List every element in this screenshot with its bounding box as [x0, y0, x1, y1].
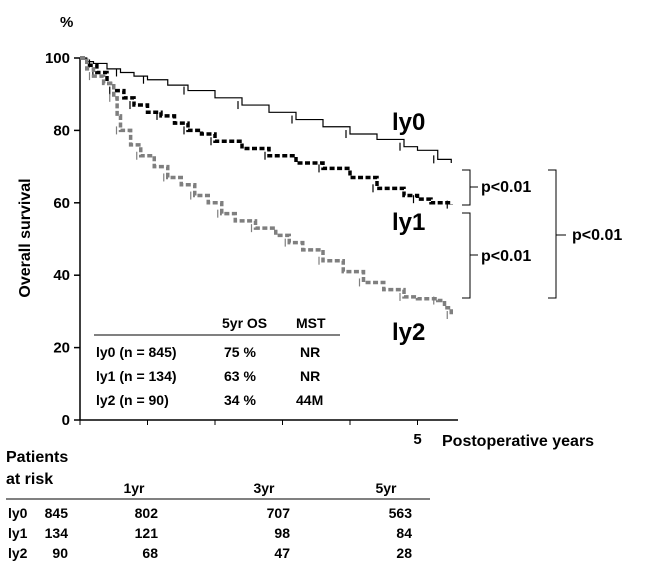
summary-row-ly0-mst: NR	[300, 344, 320, 360]
risk-table: Patients at risk 1yr 3yr 5yr ly0 845 802…	[6, 449, 430, 561]
risk-header-3yr: 3yr	[253, 480, 275, 496]
risk-title-line2: at risk	[6, 471, 53, 488]
y-tick-label: 60	[53, 195, 70, 212]
summary-row-ly2-os: 34 %	[224, 392, 256, 408]
y-axis-label: Overall survival	[17, 178, 34, 297]
summary-row-ly2-mst: 44M	[296, 392, 323, 408]
bracket-ly0-ly2	[548, 169, 557, 299]
summary-row-ly0-label: ly0 (n = 845)	[96, 344, 177, 360]
series-line-ly0	[80, 57, 452, 163]
curve-label-ly0: ly0	[392, 109, 425, 136]
risk-n0-ly1: 134	[45, 525, 69, 541]
risk-1yr-ly1: 121	[135, 525, 159, 541]
y-unit-label: %	[60, 14, 73, 31]
y-tick-label: 20	[53, 340, 70, 357]
summary-row-ly1-label: ly1 (n = 134)	[96, 368, 177, 384]
curve-label-ly2: ly2	[392, 319, 425, 346]
summary-row-ly1-mst: NR	[300, 368, 320, 384]
summary-header-os: 5yr OS	[222, 315, 267, 331]
risk-3yr-ly1: 98	[274, 525, 290, 541]
risk-5yr-ly0: 563	[389, 505, 413, 521]
summary-table: 5yr OS MST ly0 (n = 845) 75 % NR ly1 (n …	[94, 315, 340, 408]
summary-row-ly1-os: 63 %	[224, 368, 256, 384]
pvalue-ly1-ly2: p<0.01	[481, 248, 531, 265]
risk-group-ly1: ly1	[8, 525, 28, 541]
risk-5yr-ly2: 28	[396, 545, 412, 561]
y-tick-label: 80	[53, 122, 70, 139]
censor-marks-ly1	[92, 68, 448, 209]
x-axis-label: Postoperative years	[442, 433, 594, 450]
censor-marks-ly0	[88, 59, 435, 164]
risk-group-ly0: ly0	[8, 505, 28, 521]
y-tick-label: 0	[62, 412, 70, 429]
risk-n0-ly0: 845	[45, 505, 69, 521]
summary-row-ly2-label: ly2 (n = 90)	[96, 392, 169, 408]
series-line-ly2	[80, 56, 453, 316]
x-tick-label: 5	[413, 431, 421, 448]
y-tick-label: 100	[45, 50, 70, 67]
risk-1yr-ly0: 802	[135, 505, 159, 521]
y-tick-label: 40	[53, 267, 70, 284]
summary-header-mst: MST	[296, 315, 326, 331]
censor-marks-ly2	[88, 72, 448, 320]
risk-title-line1: Patients	[6, 449, 68, 466]
bracket-ly1-ly2	[462, 212, 471, 299]
risk-header-5yr: 5yr	[375, 480, 397, 496]
curve-label-ly1: ly1	[392, 209, 425, 236]
risk-header-1yr: 1yr	[123, 480, 145, 496]
risk-5yr-ly1: 84	[396, 525, 412, 541]
risk-1yr-ly2: 68	[142, 545, 158, 561]
risk-n0-ly2: 90	[52, 545, 68, 561]
pvalue-ly0-ly2: p<0.01	[572, 227, 622, 244]
risk-group-ly2: ly2	[8, 545, 28, 561]
summary-row-ly0-os: 75 %	[224, 344, 256, 360]
pvalue-ly0-ly1: p<0.01	[481, 179, 531, 196]
risk-3yr-ly0: 707	[267, 505, 291, 521]
bracket-ly0-ly1	[462, 169, 471, 206]
risk-3yr-ly2: 47	[274, 545, 290, 561]
